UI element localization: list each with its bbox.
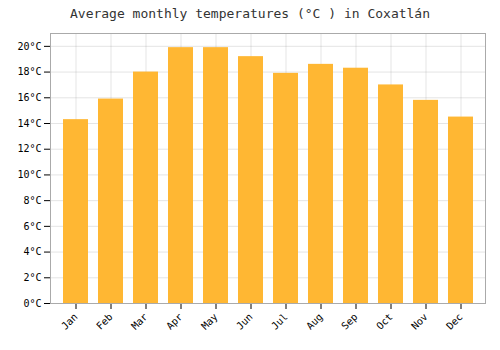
- svg-text:Feb: Feb: [94, 311, 115, 332]
- svg-text:12°C: 12°C: [17, 143, 41, 154]
- svg-text:Aug: Aug: [304, 311, 325, 332]
- svg-text:Mar: Mar: [129, 311, 150, 332]
- svg-text:Jan: Jan: [59, 311, 80, 332]
- html-text:Average monthly temperatures (: Average monthly temperatures (°C ) in Co…: [70, 6, 430, 21]
- svg-text:18°C: 18°C: [17, 66, 41, 77]
- svg-text:Nov: Nov: [409, 311, 430, 332]
- svg-text:Oct: Oct: [374, 311, 395, 332]
- svg-text:Jul: Jul: [269, 311, 290, 332]
- svg-text:14°C: 14°C: [17, 118, 41, 129]
- svg-text:6°C: 6°C: [23, 221, 41, 232]
- svg-text:10°C: 10°C: [17, 169, 41, 180]
- svg-text:2°C: 2°C: [23, 272, 41, 283]
- svg-text:Sep: Sep: [339, 311, 360, 332]
- svg-text:May: May: [199, 311, 220, 332]
- svg-text:0°C: 0°C: [23, 298, 41, 309]
- svg-text:8°C: 8°C: [23, 195, 41, 206]
- svg-text:20°C: 20°C: [17, 41, 41, 52]
- svg-text:Jun: Jun: [234, 311, 255, 332]
- svg-text:Dec: Dec: [444, 311, 465, 332]
- svg-text:4°C: 4°C: [23, 246, 41, 257]
- svg-text:Apr: Apr: [164, 311, 185, 332]
- svg-text:16°C: 16°C: [17, 92, 41, 103]
